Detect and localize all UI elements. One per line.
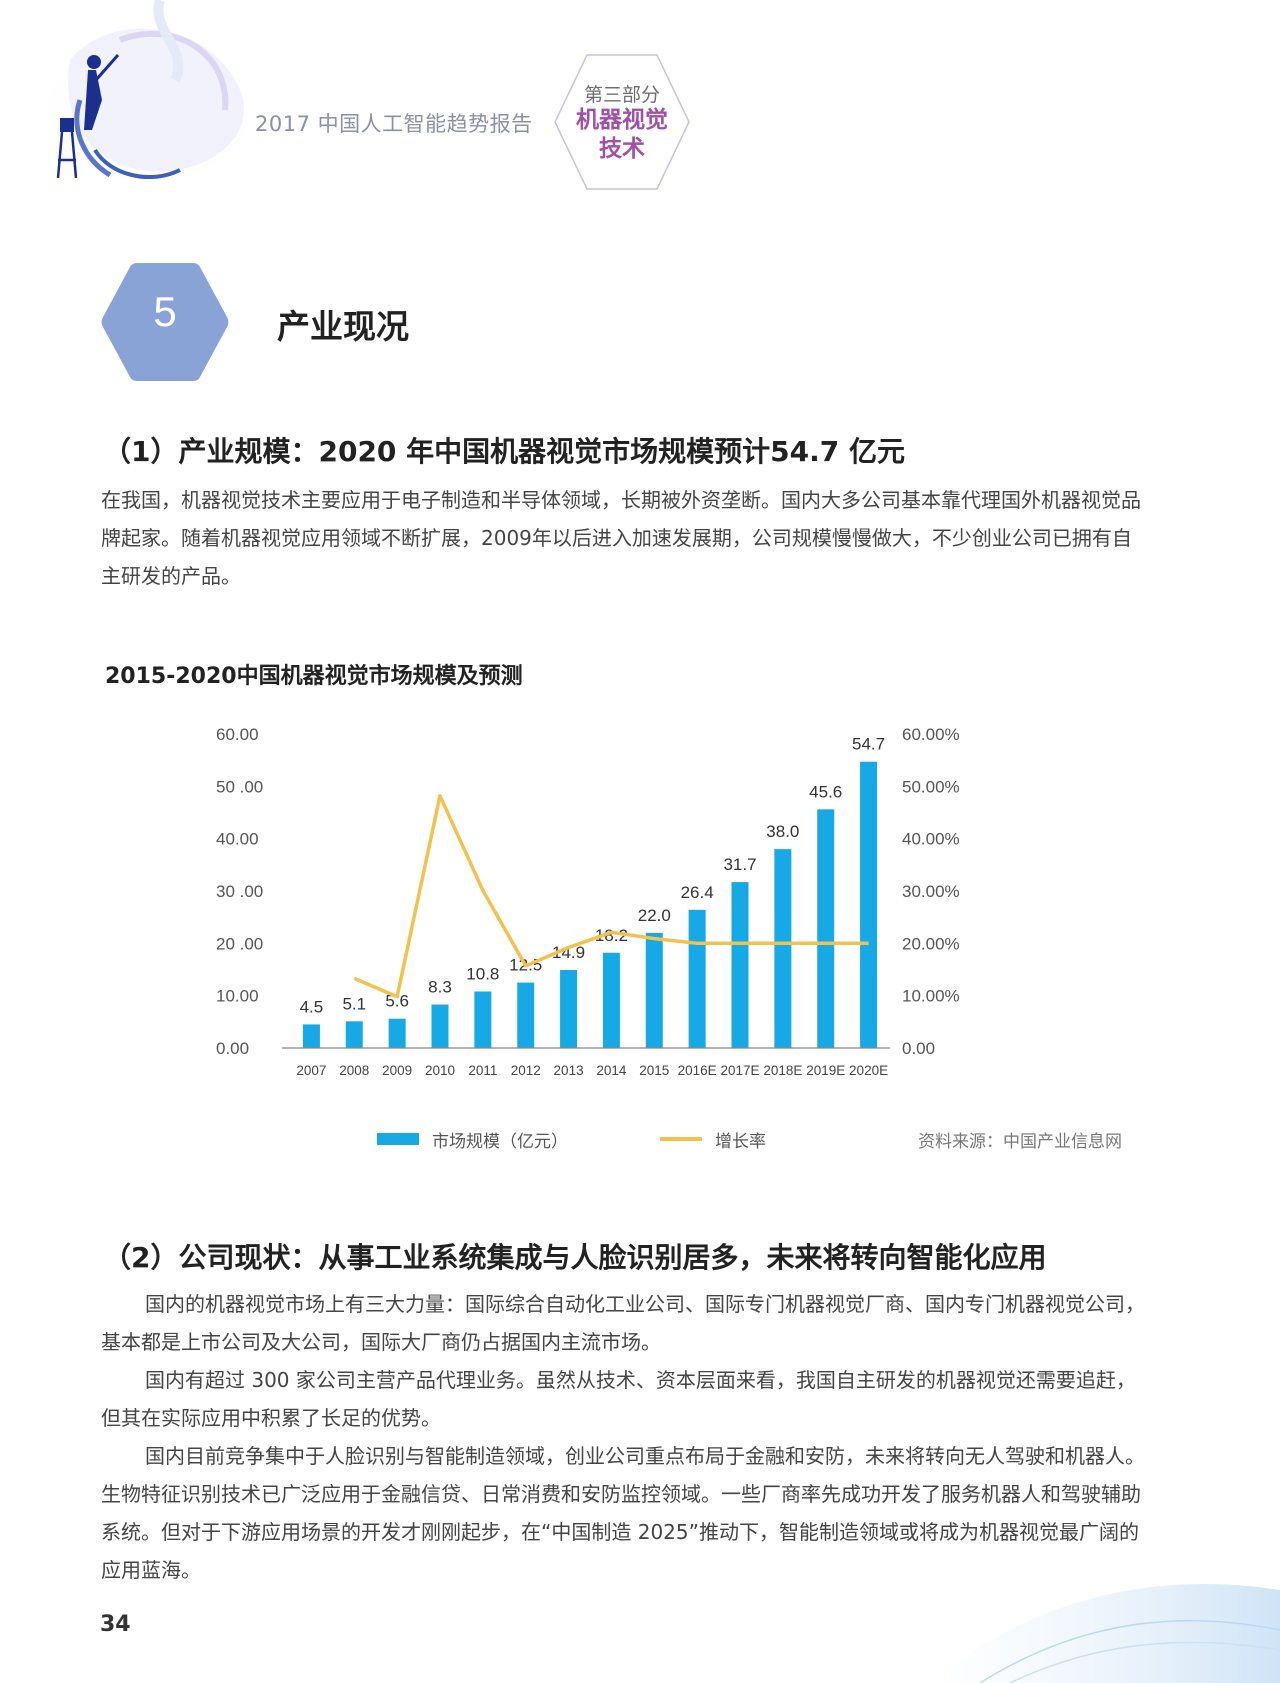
part-name-line1: 机器视觉 bbox=[576, 107, 668, 133]
growth-line bbox=[353, 794, 869, 999]
x-tick-label: 2011 bbox=[468, 1063, 497, 1078]
bar bbox=[731, 882, 749, 1048]
x-tick-label: 2020E bbox=[849, 1063, 888, 1078]
y-right-tick-label: 50.00% bbox=[902, 777, 960, 796]
subsection-1-text: 在我国，机器视觉技术主要应用于电子制造和半导体领域，长期被外资垄断。国内大多公司… bbox=[101, 488, 1141, 588]
subsection-2-paragraph-3: 国内目前竞争集中于人脸识别与智能制造领域，创业公司重点布局于金融和安防，未来将转… bbox=[101, 1444, 1145, 1582]
section-title: 产业现况 bbox=[277, 307, 409, 346]
x-axis: 2007 2008 2009 2010 2011 2012 2013 2014 2015 2016… bbox=[296, 1063, 888, 1078]
bar-value-label: 5.6 bbox=[385, 992, 409, 1011]
bar bbox=[517, 982, 535, 1048]
bar-value-label: 8.3 bbox=[428, 978, 452, 997]
x-tick-label: 2018E bbox=[763, 1063, 802, 1078]
y-left-tick-label: 30 .00 bbox=[216, 882, 263, 901]
y-right-tick-label: 20.00% bbox=[902, 934, 960, 953]
y-axis-right: 0.00 10.00% 20.00% 30.00% 40.00% 50.00% 60.00% bbox=[902, 725, 960, 1058]
legend-bar-swatch bbox=[377, 1133, 419, 1145]
bar-value-label: 45.6 bbox=[809, 782, 842, 801]
x-tick-label: 2009 bbox=[382, 1063, 412, 1078]
x-tick-label: 2010 bbox=[425, 1063, 455, 1078]
subsection-2-body: 国内的机器视觉市场上有三大力量：国际综合自动化工业公司、国际专门机器视觉厂商、国… bbox=[101, 1285, 1149, 1589]
x-tick-label: 2016E bbox=[678, 1063, 717, 1078]
y-right-tick-label: 0.00 bbox=[902, 1039, 935, 1058]
part-label: 第三部分 bbox=[583, 84, 660, 106]
bar bbox=[774, 849, 792, 1048]
subsection-2-paragraph-2: 国内有超过 300 家公司主营产品代理业务。虽然从技术、资本层面来看，我国自主研… bbox=[101, 1368, 1136, 1430]
y-left-tick-label: 10.00 bbox=[216, 987, 259, 1006]
y-right-tick-label: 10.00% bbox=[902, 987, 960, 1006]
subsection-2-paragraph-1: 国内的机器视觉市场上有三大力量：国际综合自动化工业公司、国际专门机器视觉厂商、国… bbox=[101, 1292, 1145, 1354]
x-tick-label: 2008 bbox=[339, 1063, 369, 1078]
y-left-tick-label: 40.00 bbox=[216, 830, 259, 849]
legend-line-swatch bbox=[660, 1137, 702, 1141]
bar-value-label: 31.7 bbox=[723, 855, 756, 874]
bar bbox=[602, 952, 620, 1048]
y-axis-left: 0.00 10.00 20 .00 30 .00 40.00 50 .00 60.00 bbox=[216, 725, 263, 1058]
bar-series bbox=[302, 761, 878, 1048]
bar bbox=[817, 809, 835, 1048]
y-left-tick-label: 60.00 bbox=[216, 725, 259, 744]
y-left-tick-label: 0.00 bbox=[216, 1039, 249, 1058]
section-number: 5 bbox=[153, 288, 177, 335]
bar-value-label: 4.5 bbox=[300, 997, 324, 1016]
chart-source: 资料来源：中国产业信息网 bbox=[918, 1132, 1122, 1152]
x-tick-label: 2019E bbox=[806, 1063, 845, 1078]
section-number-hexagon bbox=[101, 263, 229, 381]
legend-line-label: 增长率 bbox=[715, 1132, 766, 1152]
bar-value-label: 38.0 bbox=[766, 822, 799, 841]
y-left-tick-label: 20 .00 bbox=[216, 934, 263, 953]
page-number: 34 bbox=[100, 1612, 131, 1637]
bar-value-label: 54.7 bbox=[852, 735, 885, 754]
bar bbox=[560, 970, 578, 1048]
subsection-1-heading: （1）产业规模：2020 年中国机器视觉市场规模预计54.7 亿元 bbox=[103, 435, 905, 468]
legend-bar-label: 市场规模（亿元） bbox=[432, 1132, 568, 1152]
bar-value-label: 18.2 bbox=[595, 926, 628, 945]
y-right-tick-label: 60.00% bbox=[902, 725, 960, 744]
bar-value-label: 22.0 bbox=[638, 906, 671, 925]
x-tick-label: 2017E bbox=[720, 1063, 759, 1078]
bar bbox=[860, 761, 878, 1048]
x-tick-label: 2015 bbox=[639, 1063, 669, 1078]
bar bbox=[645, 932, 663, 1048]
subsection-1-paragraph: 在我国，机器视觉技术主要应用于电子制造和半导体领域，长期被外资垄断。国内大多公司… bbox=[101, 481, 1149, 595]
bar-value-label: 10.8 bbox=[466, 964, 499, 983]
growth-line-series bbox=[353, 794, 869, 999]
part-hexagon-badge bbox=[554, 54, 690, 190]
bar-value-label: 5.1 bbox=[342, 994, 366, 1013]
report-title: 2017 中国人工智能趋势报告 bbox=[255, 112, 533, 136]
bar bbox=[388, 1018, 406, 1048]
x-tick-label: 2014 bbox=[596, 1063, 627, 1078]
bar bbox=[688, 909, 706, 1048]
part-name: 机器视觉 技术 bbox=[552, 106, 692, 164]
bar bbox=[345, 1021, 363, 1048]
subsection-2-heading: （2）公司现状：从事工业系统集成与人脸识别居多，未来将转向智能化应用 bbox=[103, 1241, 1047, 1274]
bar bbox=[474, 991, 492, 1048]
bar-value-labels: 4.5 5.1 5.68.310.8 12.514.918.222.026.431.7… bbox=[300, 735, 886, 1017]
y-right-tick-label: 30.00% bbox=[902, 882, 960, 901]
bar-value-label: 14.9 bbox=[552, 943, 585, 962]
bar bbox=[431, 1004, 449, 1048]
x-tick-label: 2012 bbox=[511, 1063, 541, 1078]
bar-value-label: 26.4 bbox=[681, 883, 714, 902]
x-tick-label: 2013 bbox=[554, 1063, 584, 1078]
y-left-tick-label: 50 .00 bbox=[216, 777, 263, 796]
x-tick-label: 2007 bbox=[296, 1063, 326, 1078]
y-right-tick-label: 40.00% bbox=[902, 830, 960, 849]
chart-title: 2015-2020中国机器视觉市场规模及预测 bbox=[105, 664, 523, 689]
bar bbox=[302, 1024, 320, 1048]
part-name-line2: 技术 bbox=[599, 136, 645, 162]
